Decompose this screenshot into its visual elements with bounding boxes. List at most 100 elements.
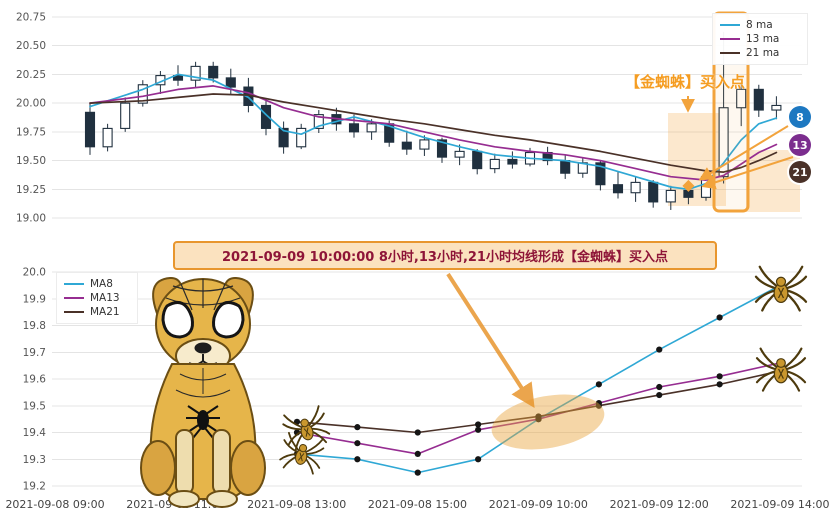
candle <box>718 107 729 178</box>
candle <box>472 150 483 170</box>
legend-item-ma21: MA21 <box>64 305 130 319</box>
data-point <box>354 440 361 447</box>
data-point <box>475 456 482 463</box>
legend-label: 13 ma <box>746 33 780 45</box>
y-tick-label: 19.25 <box>16 184 46 196</box>
bottom-chart-legend: MA8 MA13 MA21 <box>56 272 138 324</box>
candle <box>208 65 219 79</box>
candle <box>172 75 184 81</box>
spider-icon <box>754 265 808 312</box>
legend-label: 8 ma <box>746 19 773 31</box>
data-point <box>354 424 361 431</box>
ma8-line-swatch <box>64 283 84 285</box>
ma13-line-swatch <box>720 38 740 40</box>
mask-eye-right <box>212 301 245 339</box>
ma21-price-badge: 21 <box>789 161 811 183</box>
data-point <box>716 373 723 380</box>
candle <box>225 77 236 88</box>
x-tick-label: 2021-09-09 12:00 <box>610 498 709 511</box>
ma-line-chart: 20.0 19.9 19.8 19.7 19.6 19.5 19.4 19.3 19.2 2021… <box>5 265 830 512</box>
y-tick-label: 20.25 <box>16 69 46 81</box>
bottom-grid: 20.0 19.9 19.8 19.7 19.6 19.5 19.4 19.3 19.2 2021… <box>5 267 829 512</box>
candle <box>436 139 448 158</box>
candle <box>401 141 412 150</box>
legend-label: MA21 <box>90 306 120 318</box>
candle <box>260 104 272 129</box>
golden-spider-buy-label: 【金蜘蛛】买入点 <box>625 73 746 91</box>
ma8-price-badge: 8 <box>789 106 811 128</box>
y-tick-label: 19.00 <box>16 213 46 225</box>
candle <box>313 114 324 129</box>
candle <box>771 104 782 111</box>
legend-item-13ma: 13 ma <box>720 32 800 46</box>
candle <box>612 184 624 194</box>
legend-label: MA13 <box>90 292 120 304</box>
crossover-title-annotation: 2021-09-09 10:00:00 8小时,13小时,21小时均线形成【金蜘… <box>173 241 717 270</box>
legend-item-21ma: 21 ma <box>720 46 800 60</box>
candle <box>419 139 430 150</box>
data-point <box>595 381 602 388</box>
ma21-line-swatch <box>64 311 84 313</box>
legend-label: MA8 <box>90 278 113 290</box>
candle <box>296 127 307 148</box>
data-point <box>656 383 663 391</box>
candle <box>278 127 289 148</box>
x-tick-label: 2021-09-08 15:00 <box>368 498 467 511</box>
data-point <box>414 469 421 476</box>
data-point <box>475 426 482 433</box>
y-tick-label: 19.3 <box>23 454 46 466</box>
buy-point-arrows <box>681 96 794 190</box>
y-tick-label: 20.0 <box>23 267 46 279</box>
ma8-line-swatch <box>720 24 740 26</box>
data-point <box>535 413 542 420</box>
y-tick-label: 19.4 <box>23 427 47 439</box>
y-tick-label: 20.50 <box>16 40 46 52</box>
dog-front-leg-right <box>212 429 231 495</box>
y-tick-label: 20.75 <box>16 12 46 24</box>
ma21-line-swatch <box>720 52 740 54</box>
ma13-price-badge: 13 <box>789 134 811 156</box>
legend-item-ma13: MA13 <box>64 291 130 305</box>
spider-icon <box>755 347 807 392</box>
suit-spider-emblem <box>186 405 220 439</box>
candle <box>454 150 465 158</box>
candle <box>736 88 747 109</box>
data-point <box>595 402 602 409</box>
crossover-marker <box>682 179 695 192</box>
dog-nose <box>194 342 212 354</box>
candle <box>560 160 571 174</box>
y-tick-label: 19.75 <box>16 126 46 138</box>
top-chart-legend: 8 ma 13 ma 21 ma <box>712 13 808 65</box>
data-point <box>414 429 421 436</box>
mask-web-lines <box>165 279 241 311</box>
legend-item-8ma: 8 ma <box>720 18 800 32</box>
annotation-arrow <box>446 272 535 409</box>
spider-icon <box>282 405 331 452</box>
candle <box>190 65 201 81</box>
candle <box>137 84 148 104</box>
spider-icon <box>279 431 325 475</box>
candle <box>507 158 518 165</box>
candle <box>348 123 360 133</box>
data-point <box>414 450 421 457</box>
x-tick-label: 2021-09-08 09:00 <box>5 498 104 511</box>
candle <box>753 88 764 111</box>
y-tick-label: 19.9 <box>23 293 46 305</box>
y-tick-label: 19.8 <box>23 320 46 332</box>
data-point <box>716 314 723 321</box>
suit-web-lines <box>175 368 231 398</box>
legend-label: 21 ma <box>746 47 780 59</box>
dog-haunch-right <box>230 440 266 496</box>
candle <box>84 111 96 148</box>
candle <box>366 123 377 133</box>
candle <box>595 162 606 186</box>
candle <box>489 158 500 170</box>
y-tick-label: 19.2 <box>23 481 46 493</box>
y-tick-label: 19.6 <box>23 374 47 386</box>
dog-paw-right <box>206 490 238 508</box>
data-point <box>716 381 723 388</box>
dog-paw-left <box>168 490 200 508</box>
spider-dog-mascot <box>140 276 266 508</box>
ma13-line-swatch <box>64 297 84 299</box>
dog-haunch-left <box>140 440 176 496</box>
